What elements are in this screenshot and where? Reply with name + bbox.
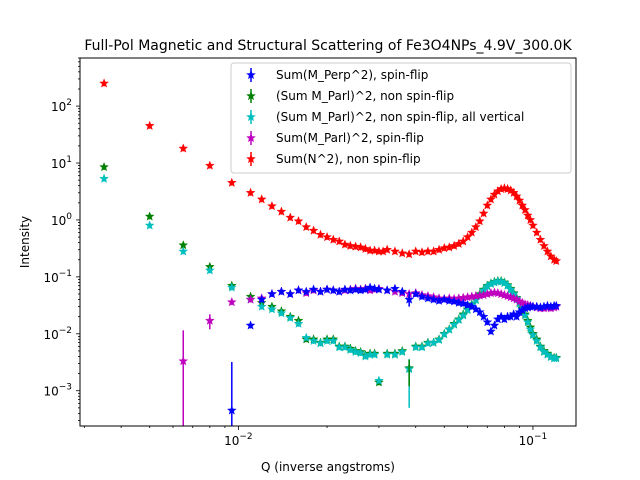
legend-entry: Sum(N^2), non spin-flip xyxy=(246,152,421,166)
legend-label: Sum(M_Perp^2), spin-flip xyxy=(276,68,428,82)
legend-entry: (Sum M_Parl)^2, non spin-flip, all verti… xyxy=(246,110,524,124)
legend-entry: Sum(M_Perp^2), spin-flip xyxy=(246,68,428,82)
legend-marker xyxy=(246,111,256,122)
legend-marker xyxy=(246,90,256,101)
legend-label: Sum(M_Parl)^2, spin-flip xyxy=(276,131,424,145)
series-4 xyxy=(226,282,562,415)
legend-marker xyxy=(246,153,256,164)
plot-area xyxy=(99,78,562,426)
series-0 xyxy=(99,78,562,266)
y-tick-label: 10−3 xyxy=(43,383,72,399)
legend-marker xyxy=(246,69,256,80)
legend-label: (Sum M_Parl)^2, non spin-flip, all verti… xyxy=(276,110,524,124)
chart-title: Full-Pol Magnetic and Structural Scatter… xyxy=(84,38,572,54)
y-tick-label: 101 xyxy=(51,155,72,171)
legend: Sum(M_Perp^2), spin-flip (Sum M_Parl)^2, … xyxy=(230,62,572,174)
y-axis-title: Intensity xyxy=(18,216,32,268)
x-tick-label: 10−2 xyxy=(224,432,253,448)
x-tick-label: 10−1 xyxy=(519,432,548,448)
plot-frame xyxy=(79,57,577,427)
x-axis-title: Q (inverse angstroms) xyxy=(261,460,395,474)
legend-marker xyxy=(246,132,256,143)
legend-entry: Sum(M_Parl)^2, spin-flip xyxy=(246,131,424,145)
legend-label: (Sum M_Parl)^2, non spin-flip xyxy=(276,89,454,103)
axes: 10−2 10−1 10−3 10−2 10−1 100 101 102 xyxy=(43,57,548,448)
legend-box xyxy=(230,62,572,174)
legend-entry: (Sum M_Parl)^2, non spin-flip xyxy=(246,89,454,103)
legend-label: Sum(N^2), non spin-flip xyxy=(276,152,421,166)
y-tick-label: 100 xyxy=(51,212,72,228)
y-tick-label: 10−1 xyxy=(43,269,72,285)
y-tick-label: 102 xyxy=(51,98,72,114)
y-tick-label: 10−2 xyxy=(43,326,72,342)
